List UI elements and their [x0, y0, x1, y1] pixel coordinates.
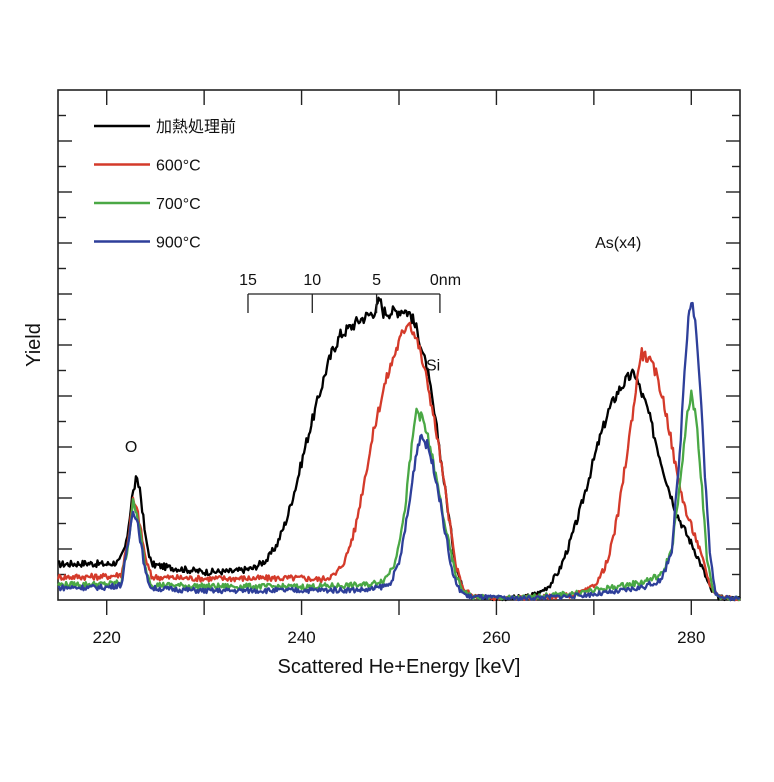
depth-scale-label: 0nm	[430, 272, 461, 289]
depth-scale-label: 10	[303, 272, 321, 289]
x-tick-label: 260	[482, 628, 510, 647]
x-axis-title: Scattered He+Energy [keV]	[278, 656, 521, 678]
series-line-0	[57, 296, 741, 602]
legend-label-1: 600°C	[156, 158, 201, 175]
peak-annotations: O Si As(x4)	[125, 235, 641, 456]
series-line-1	[56, 321, 741, 602]
axis-ticks	[58, 90, 740, 615]
annotation-label: Si	[426, 358, 440, 375]
series-line-3	[57, 301, 741, 602]
depth-scale: 15 10 5 0nm	[239, 272, 461, 313]
legend-label-2: 700°C	[156, 196, 201, 213]
x-tick-labels: 220 240 260 280	[93, 628, 706, 647]
annotation-label: O	[125, 439, 137, 456]
y-axis-title: Yield	[23, 323, 45, 367]
x-tick-label: 220	[93, 628, 121, 647]
annotation-label: As(x4)	[595, 235, 641, 252]
series-line-2	[56, 389, 741, 602]
series-lines	[56, 296, 741, 602]
x-tick-label: 280	[677, 628, 705, 647]
depth-scale-label: 5	[372, 272, 381, 289]
x-tick-label: 240	[287, 628, 315, 647]
legend-label-3: 900°C	[156, 235, 201, 252]
legend: 加熱処理前 600°C 700°C 900°C	[94, 118, 236, 252]
depth-scale-label: 15	[239, 272, 257, 289]
legend-label-0: 加熱処理前	[156, 118, 236, 136]
